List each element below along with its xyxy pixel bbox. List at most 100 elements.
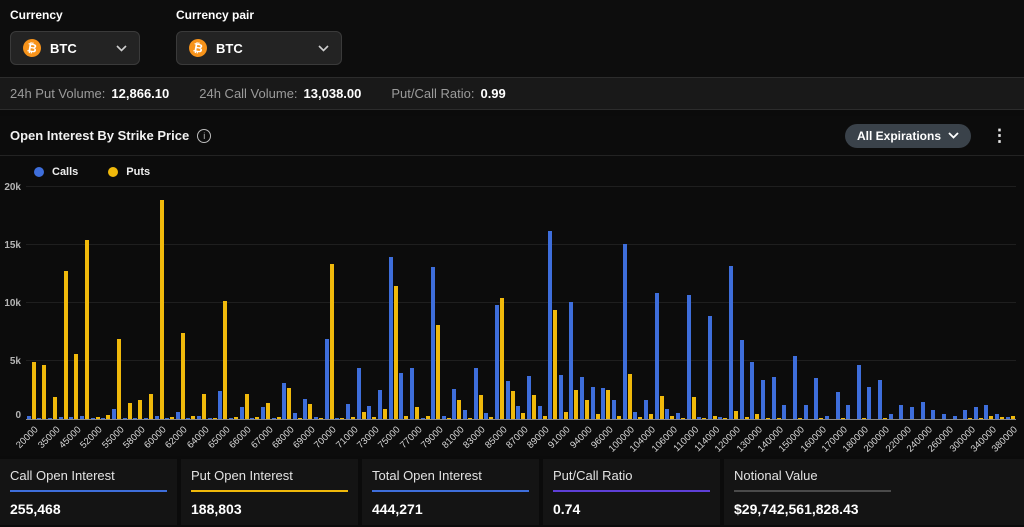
x-tick: 85000 <box>494 420 505 456</box>
bar-puts <box>511 391 515 419</box>
bar-group <box>90 188 101 419</box>
bar-calls <box>218 391 222 419</box>
bar-group <box>143 188 154 419</box>
currency-pair-value: BTC <box>216 41 243 56</box>
bar-puts <box>968 418 972 419</box>
bar-puts <box>436 325 440 419</box>
bar-group <box>1005 188 1016 419</box>
bar-puts <box>74 354 78 419</box>
bar-calls <box>495 305 499 419</box>
kebab-menu-icon[interactable]: ⋮ <box>985 125 1014 146</box>
expirations-dropdown[interactable]: All Expirations <box>845 124 971 148</box>
summary-card-value: $29,742,561,828.43 <box>734 501 1014 517</box>
bar-group <box>899 188 910 419</box>
bar-puts <box>564 412 568 419</box>
x-tick: 20000 <box>26 420 37 456</box>
bar-puts <box>713 416 717 420</box>
bar-calls <box>804 405 808 419</box>
bar-puts <box>170 417 174 419</box>
bar-calls <box>825 416 829 420</box>
volume-stats-bar: 24h Put Volume: 12,866.10 24h Call Volum… <box>0 77 1024 110</box>
bar-calls <box>155 416 159 420</box>
bar-calls <box>421 418 425 419</box>
puts-legend-label: Puts <box>126 166 150 178</box>
bar-group <box>728 188 739 419</box>
chevron-down-icon <box>116 39 127 57</box>
x-tick: 69000 <box>303 420 314 456</box>
bar-puts <box>617 416 621 420</box>
bar-calls <box>389 257 393 419</box>
bar-calls <box>708 316 712 419</box>
bar-puts <box>53 397 57 419</box>
legend-item-puts[interactable]: Puts <box>108 166 150 178</box>
bar-puts <box>543 416 547 420</box>
bar-group <box>579 188 590 419</box>
bar-calls <box>612 400 616 419</box>
x-tick: 150000 <box>792 420 803 456</box>
currency-dropdown[interactable]: ₿ BTC <box>10 31 140 65</box>
info-icon[interactable]: i <box>197 129 211 143</box>
bar-puts <box>500 298 504 419</box>
bar-puts <box>1011 416 1015 420</box>
bar-group <box>441 188 452 419</box>
bar-group <box>569 188 580 419</box>
bar-group <box>324 188 335 419</box>
bar-group <box>984 188 995 419</box>
bar-calls <box>995 414 999 419</box>
summary-card-label: Put Open Interest <box>191 468 348 483</box>
bar-calls <box>761 380 765 419</box>
bar-puts <box>149 394 153 420</box>
bar-puts <box>883 418 887 419</box>
bar-puts <box>287 388 291 419</box>
accent-underline <box>553 490 710 492</box>
bar-group <box>271 188 282 419</box>
bar-group <box>962 188 973 419</box>
bar-group <box>526 188 537 419</box>
bar-puts <box>117 339 121 419</box>
bar-puts <box>479 395 483 419</box>
legend-item-calls[interactable]: Calls <box>34 166 78 178</box>
bar-group <box>260 188 271 419</box>
put-call-ratio-value: 0.99 <box>480 86 505 101</box>
bar-group <box>484 188 495 419</box>
bar-puts <box>670 416 674 420</box>
currency-pair-filter: Currency pair ₿ BTC <box>176 8 342 65</box>
bar-group <box>515 188 526 419</box>
open-interest-chart[interactable]: 05k10k15k20k 200003500045000520005500058… <box>0 186 1024 456</box>
plot-area[interactable] <box>26 188 1016 420</box>
bar-group <box>643 188 654 419</box>
bar-group <box>622 188 633 419</box>
x-tick: 300000 <box>962 420 973 456</box>
bar-calls <box>569 302 573 419</box>
accent-underline <box>372 490 529 492</box>
bar-group <box>398 188 409 419</box>
bar-group <box>877 188 888 419</box>
x-tick: 52000 <box>90 420 101 456</box>
bar-calls <box>963 410 967 419</box>
x-tick: 77000 <box>409 420 420 456</box>
bar-calls <box>112 409 116 419</box>
bar-group <box>111 188 122 419</box>
bar-calls <box>282 383 286 419</box>
summary-card-value: 255,468 <box>10 501 167 517</box>
currency-pair-dropdown[interactable]: ₿ BTC <box>176 31 342 65</box>
bar-puts <box>223 301 227 419</box>
bar-group <box>37 188 48 419</box>
bar-calls <box>538 406 542 419</box>
bar-calls <box>974 407 978 419</box>
bar-calls <box>463 410 467 419</box>
bar-calls <box>516 406 520 419</box>
x-tick: 89000 <box>537 420 548 456</box>
bar-puts <box>64 271 68 420</box>
bar-puts <box>394 286 398 419</box>
bar-group <box>664 188 675 419</box>
chart-title: Open Interest By Strike Price <box>10 128 189 143</box>
bar-group <box>228 188 239 419</box>
bar-group <box>888 188 899 419</box>
bar-calls <box>633 412 637 419</box>
bar-group <box>558 188 569 419</box>
bar-calls <box>357 368 361 419</box>
bar-group <box>824 188 835 419</box>
bar-calls <box>80 416 84 420</box>
put-call-ratio-stat: Put/Call Ratio: 0.99 <box>391 86 505 101</box>
